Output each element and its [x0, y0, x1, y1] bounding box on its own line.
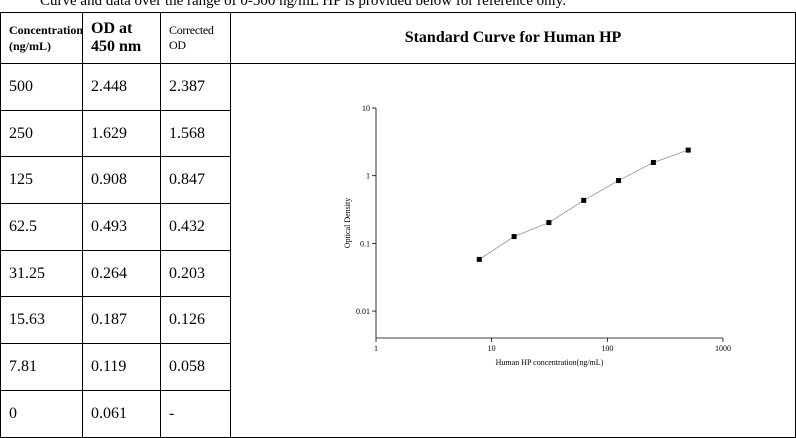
table-cell: 62.5: [0, 203, 83, 251]
header-cell: OD at 450 nm: [82, 12, 161, 64]
header-row: Concentration (ng/mL) OD at 450 nm Corre…: [0, 12, 796, 64]
y-tick-label: 10: [362, 104, 370, 113]
table-body: 500 2.448 2.387 0.01 0.1 1 10 1 10 100 1000 Human H…: [0, 63, 796, 438]
chart-title: Standard Curve for Human HP: [230, 12, 796, 64]
header-cell: Concentration (ng/mL): [0, 12, 83, 64]
table-cell: 125: [0, 156, 83, 205]
table-cell: 500: [0, 63, 83, 111]
table-cell: 250: [0, 109, 83, 158]
table-cell: 0.061: [82, 389, 161, 438]
data-point: [616, 178, 622, 184]
table-cell: 0.847: [160, 156, 231, 205]
table-cell: 0: [0, 389, 83, 438]
table-cell: 0.203: [160, 249, 231, 298]
y-axis-label: Optical Density: [343, 198, 352, 248]
table-cell: 2.387: [160, 63, 231, 111]
table-cell: 2.448: [82, 63, 161, 111]
table-cell: 0.493: [82, 203, 161, 251]
x-tick-label: 10: [488, 344, 496, 353]
data-point: [511, 234, 517, 240]
data-point: [581, 197, 587, 203]
data-point: [650, 159, 656, 165]
data-point: [476, 256, 482, 262]
y-tick-label: 1: [366, 172, 370, 181]
y-tick-label: 0.01: [356, 307, 370, 316]
table-cell: 0.187: [82, 296, 161, 345]
header-cell: Corrected OD: [160, 12, 231, 64]
table-row: 500 2.448 2.387 0.01 0.1 1 10 1 10 100 1000 Human H…: [0, 63, 796, 438]
table-cell: 0.058: [160, 343, 231, 391]
data-point: [546, 220, 552, 226]
table-cell: 0.432: [160, 203, 231, 251]
data-point: [685, 147, 691, 153]
table-cell: 0.119: [82, 343, 161, 391]
x-tick-label: 1: [374, 344, 378, 353]
table-row: 7.81 0.119 0.058: [0, 343, 796, 391]
x-tick-label: 100: [601, 344, 613, 353]
table-cell: 0.126: [160, 296, 231, 345]
table-cell: 0.264: [82, 249, 161, 298]
x-tick-label: 1000: [715, 344, 731, 353]
table-cell: 1.568: [160, 109, 231, 158]
chart: 0.01 0.1 1 10 1 10 100 1000 Human HP concentrati…: [343, 104, 731, 367]
table-cell: 31.25: [0, 249, 83, 298]
data-table: Concentration (ng/mL) OD at 450 nm Corre…: [0, 12, 796, 438]
table-cell: 7.81: [0, 343, 83, 391]
table-cell: -: [160, 389, 231, 438]
intro-text: Curve and data over the range of 0-500 n…: [40, 0, 567, 9]
fit-curve: [479, 149, 689, 260]
table-cell: 0.908: [82, 156, 161, 205]
table-cell: 15.63: [0, 296, 83, 345]
table-cell: 1.629: [82, 109, 161, 158]
table-row: 31.25 0.264 0.203: [0, 249, 796, 298]
chart-cell: 0.01 0.1 1 10 1 10 100 1000 Human HP concentrati…: [230, 63, 796, 438]
x-axis-label: Human HP concentration(ng/mL): [496, 358, 604, 367]
y-tick-label: 0.1: [360, 239, 370, 248]
